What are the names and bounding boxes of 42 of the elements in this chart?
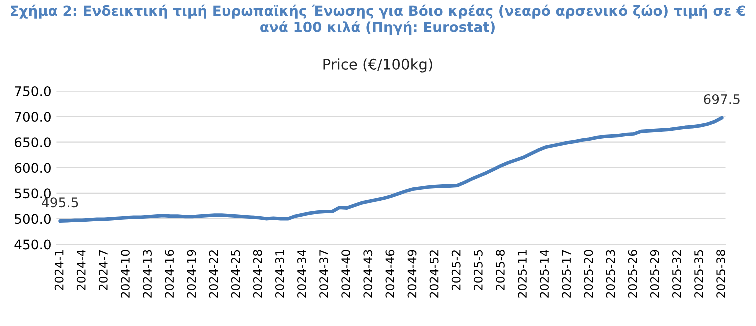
x-tick-label: 2024-25 [231,250,240,298]
y-tick-label: 450.0 [14,240,51,250]
x-tick-label: 2025-32 [672,250,682,298]
x-tick-label: 2024-10 [121,250,130,298]
x-tick-label: 2024-13 [143,250,152,298]
x-tick-label: 2024-1 [54,250,64,290]
x-tick-label: 2025-5 [474,250,483,290]
y-tick-label: 750.0 [15,86,51,96]
chart-subtitle: Price (€/100kg) [324,58,432,73]
x-tick-label: 2024-40 [342,250,351,298]
y-tick-label: 550.0 [15,188,51,199]
chart-title: Σχήμα 2: Ενδεικτική τιμή Ευρωπαϊκής Ένωσης για Βόιο κρέας (νεαρό αρσενικό ζώο) τιμή σε € ανά 100 κιλά (Πηγή: Eurostat) [11,4,746,36]
x-tick-label: 2025-35 [694,250,704,298]
x-tick-label: 2024-28 [253,250,262,298]
x-tick-label: 2024-19 [187,250,196,298]
x-tick-label: 2025-38 [716,250,726,298]
x-tick-label: 2024-43 [364,250,373,298]
x-tick-label: 2025-23 [606,250,616,298]
x-tick-label: 2024-46 [386,250,395,298]
x-tick-label: 2024-34 [298,250,306,298]
data-label: 495.5 [42,198,78,208]
x-tick-label: 2025-26 [628,250,638,298]
x-tick-label: 2025-17 [562,250,572,298]
x-tick-label: 2024-7 [98,250,108,290]
x-tick-label: 2025-29 [650,250,660,298]
data-label: 697.5 [704,94,740,104]
y-tick-label: 700.0 [15,112,51,122]
x-tick-label: 2024-52 [430,250,439,298]
x-tick-label: 2024-16 [165,250,174,298]
x-tick-label: 2024-4 [76,250,86,290]
x-tick-label: 2024-31 [275,250,284,298]
x-tick-label: 2025-11 [518,250,527,298]
x-tick-label: 2025-14 [540,250,550,298]
x-tick-label: 2024-22 [209,250,218,298]
x-tick-label: 2025-8 [496,250,505,290]
x-tick-label: 2025-20 [584,250,594,298]
x-tick-label: 2024-49 [408,250,417,298]
x-tick-label: 2024-37 [320,250,328,298]
y-tick-label: 650.0 [14,138,51,148]
x-tick-label: 2025-2 [452,250,461,290]
y-tick-label: 500.0 [15,214,51,224]
y-tick-label: 600.0 [14,163,51,174]
